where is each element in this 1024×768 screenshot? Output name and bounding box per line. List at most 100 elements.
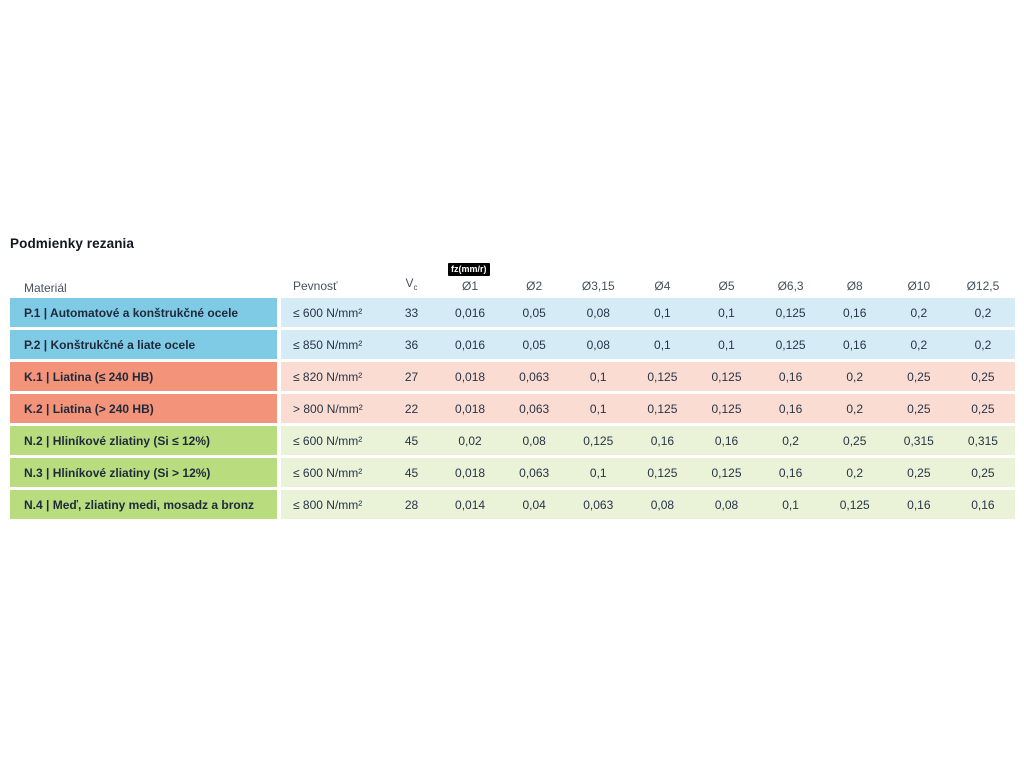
feed-value-cell: 0,16 <box>843 305 867 320</box>
header-diameter: Ø10 <box>907 278 931 293</box>
feed-value-cell: 0,2 <box>974 305 992 320</box>
feed-value-cell: 0,063 <box>519 369 550 384</box>
feed-value-cell: 0,1 <box>589 401 607 416</box>
header-diameter: Ø8 <box>846 278 863 293</box>
feed-value-cell: 0,08 <box>522 433 546 448</box>
header-vc: Vc <box>405 276 418 292</box>
feed-value-cell: 0,018 <box>455 369 486 384</box>
feed-value-cell: 0,1 <box>782 497 799 512</box>
header-diameter: Ø5 <box>718 278 735 293</box>
feed-value-cell: 0,25 <box>907 465 931 480</box>
feed-unit-badge: fz(mm/r) <box>448 263 490 276</box>
feed-value-cell: 0,063 <box>583 497 614 512</box>
strength-cell: ≤ 800 N/mm² <box>293 497 363 512</box>
feed-value-cell: 0,05 <box>522 305 546 320</box>
vc-cell: 27 <box>404 369 419 384</box>
feed-value-cell: 0,2 <box>910 337 928 352</box>
feed-value-cell: 0,05 <box>522 337 546 352</box>
diameter-headers: Ø1 fz(mm/r) Ø2 Ø3,15 Ø4 Ø5 Ø6,3 Ø8 Ø10 Ø12,5 <box>438 263 1015 295</box>
cutting-conditions-table: Podmienky rezania Materiál Pevnosť Vc Ø1… <box>10 237 1015 519</box>
strength-cell: > 800 N/mm² <box>293 401 363 416</box>
feed-value-cell: 0,08 <box>586 337 610 352</box>
feed-value-cell: 0,2 <box>782 433 799 448</box>
feed-value-cell: 0,125 <box>647 401 678 416</box>
vc-subscript: c <box>413 283 418 292</box>
feed-value-cell: 0,08 <box>714 497 739 512</box>
vc-cell: 33 <box>404 305 419 320</box>
header-material: Materiál <box>24 281 67 295</box>
table-row: P.2 | Konštrukčné a liate ocele ≤ 850 N/m… <box>10 330 1015 359</box>
feed-value-cell: 0,1 <box>654 305 671 320</box>
feed-value-cell: 0,125 <box>775 305 806 320</box>
feed-value-cell: 0,16 <box>714 433 739 448</box>
feed-value-cell: 0,04 <box>522 497 546 512</box>
feed-value-cell: 0,315 <box>903 433 934 448</box>
material-cell: N.3 | Hliníkové zliatiny (Si > 12%) <box>10 458 277 487</box>
feed-value-cell: 0,16 <box>907 497 931 512</box>
header-diameter: Ø1 fz(mm/r) <box>438 263 502 295</box>
feed-value-cell: 0,2 <box>910 305 928 320</box>
vc-cell: 45 <box>404 465 419 480</box>
feed-value-cell: 0,25 <box>971 401 995 416</box>
feed-value-cell: 0,014 <box>455 497 486 512</box>
vc-cell: 28 <box>404 497 419 512</box>
strength-cell: ≤ 600 N/mm² <box>293 433 363 448</box>
feed-value-cell: 0,1 <box>718 337 735 352</box>
feed-value-cell: 0,063 <box>519 401 550 416</box>
vc-cell: 45 <box>404 433 419 448</box>
material-cell: N.2 | Hliníkové zliatiny (Si ≤ 12%) <box>10 426 277 455</box>
feed-value-cell: 0,1 <box>654 337 671 352</box>
feed-value-cell: 0,125 <box>647 465 678 480</box>
feed-value-cell: 0,25 <box>907 369 931 384</box>
feed-value-cell: 0,16 <box>778 401 803 416</box>
feed-value-cell: 0,125 <box>711 465 742 480</box>
table-header-row: Materiál Pevnosť Vc Ø1 fz(mm/r) Ø2 Ø3,15 Ø4 Ø… <box>10 263 1015 295</box>
feed-value-cell: 0,16 <box>650 433 675 448</box>
feed-value-cell: 0,08 <box>650 497 675 512</box>
table-row: N.3 | Hliníkové zliatiny (Si > 12%) ≤ 600… <box>10 458 1015 487</box>
feed-value-cell: 0,016 <box>455 337 486 352</box>
feed-value-cell: 0,25 <box>971 369 995 384</box>
strength-cell: ≤ 600 N/mm² <box>293 305 363 320</box>
strength-cell: ≤ 850 N/mm² <box>293 337 363 352</box>
table-body: P.1 | Automatové a konštrukčné ocele ≤ 60… <box>10 298 1015 519</box>
feed-value-cell: 0,1 <box>589 465 607 480</box>
feed-value-cell: 0,016 <box>455 305 486 320</box>
material-cell: N.4 | Meď, zliatiny medi, mosadz a bronz <box>10 490 277 519</box>
header-diameter: Ø6,3 <box>777 278 804 293</box>
feed-value-cell: 0,1 <box>718 305 735 320</box>
header-diameter: Ø12,5 <box>966 278 1000 293</box>
feed-value-cell: 0,16 <box>843 337 867 352</box>
page-title: Podmienky rezania <box>10 236 134 251</box>
feed-value-cell: 0,125 <box>711 369 742 384</box>
strength-cell: ≤ 600 N/mm² <box>293 465 363 480</box>
feed-value-cell: 0,25 <box>907 401 931 416</box>
header-diameter: Ø4 <box>654 278 671 293</box>
feed-value-cell: 0,2 <box>846 465 864 480</box>
feed-value-cell: 0,08 <box>586 305 610 320</box>
feed-value-cell: 0,02 <box>458 433 482 448</box>
feed-value-cell: 0,16 <box>778 465 803 480</box>
feed-value-cell: 0,16 <box>778 369 803 384</box>
table-row: K.1 | Liatina (≤ 240 HB) ≤ 820 N/mm² 27 0,0… <box>10 362 1015 391</box>
feed-value-cell: 0,125 <box>711 401 742 416</box>
feed-value-cell: 0,2 <box>846 369 864 384</box>
header-diameter: Ø2 <box>526 278 543 293</box>
feed-value-cell: 0,16 <box>971 497 995 512</box>
table-row: P.1 | Automatové a konštrukčné ocele ≤ 60… <box>10 298 1015 327</box>
feed-value-cell: 0,2 <box>846 401 864 416</box>
vc-cell: 36 <box>404 337 419 352</box>
feed-value-cell: 0,018 <box>455 465 486 480</box>
feed-value-cell: 0,125 <box>839 497 870 512</box>
header-diameter: Ø3,15 <box>581 278 615 293</box>
feed-value-cell: 0,25 <box>971 465 995 480</box>
material-cell: K.1 | Liatina (≤ 240 HB) <box>10 362 277 391</box>
feed-value-cell: 0,2 <box>974 337 992 352</box>
feed-value-cell: 0,018 <box>455 401 486 416</box>
material-cell: P.1 | Automatové a konštrukčné ocele <box>10 298 277 327</box>
feed-value-cell: 0,063 <box>519 465 550 480</box>
strength-cell: ≤ 820 N/mm² <box>293 369 363 384</box>
feed-value-cell: 0,315 <box>967 433 998 448</box>
table-row: N.4 | Meď, zliatiny medi, mosadz a bronz… <box>10 490 1015 519</box>
feed-value-cell: 0,125 <box>775 337 806 352</box>
